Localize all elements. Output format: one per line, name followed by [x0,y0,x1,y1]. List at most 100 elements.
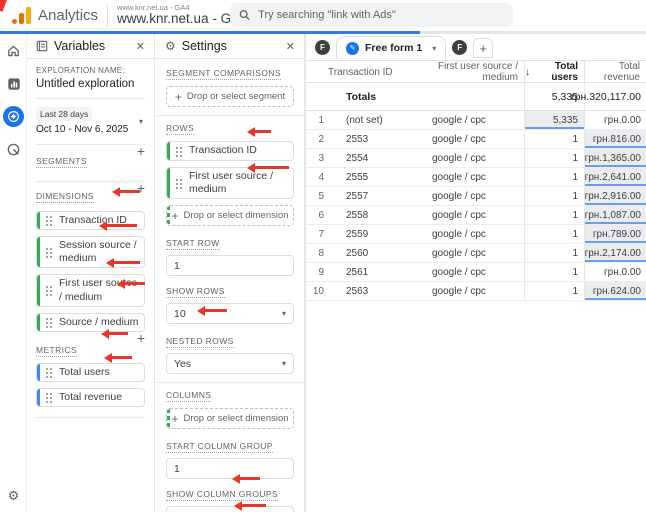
cell-total-users: 1 [524,244,584,262]
field-chip[interactable]: First user source / medium [166,167,294,200]
add-segment-icon[interactable]: + [136,143,145,159]
exploration-name-value[interactable]: Untitled exploration [36,78,135,90]
field-chip[interactable]: Total revenue [36,387,145,407]
date-range-value: Oct 10 - Nov 6, 2025 [36,124,129,135]
show-column-groups-value: 5 [174,511,282,512]
drop-column-dimension-zone[interactable]: + Drop or select dimension [166,408,294,430]
drop-row-dimension-zone[interactable]: + Drop or select dimension [166,205,294,227]
app-name: Analytics [38,7,99,24]
annotation-arrow-variables-dimension-transaction-id [112,186,140,197]
columns-label: COLUMNS [166,390,212,403]
cell-total-users: 1 [524,187,584,205]
settings-panel-title: Settings [181,39,227,53]
chevron-down-icon: ▾ [138,117,143,126]
chevron-down-icon: ▾ [432,43,437,53]
field-chip[interactable]: Source / medium [36,312,145,332]
exploration-canvas: F ✎ Free form 1 ▾ F + Transaction ID Fir… [305,34,646,512]
cell-transaction-id: 2557 [346,190,369,202]
show-rows-label: SHOW ROWS [166,286,225,299]
column-header-source-medium[interactable]: First user source / medium [437,61,518,83]
column-header-transaction-id[interactable]: Transaction ID [328,66,393,78]
chevron-down-icon: ▾ [281,309,286,319]
rows-label: ROWS [166,123,195,135]
nav-reports-icon[interactable] [0,67,27,100]
cell-transaction-id: 2560 [346,247,369,259]
table-row: 1 (not set) google / cpc 5,335 грн.0.00 [306,111,646,130]
add-dimension-icon[interactable]: + [136,180,145,196]
show-rows-select[interactable]: 10 ▾ [166,303,294,325]
drop-segment-zone[interactable]: + Drop or select segment [166,86,294,107]
nav-home-icon[interactable] [0,34,27,67]
variables-panel-icon [36,40,48,52]
property-switcher[interactable]: www.knr.net.ua - GA4 www.knr.net.ua - GA… [117,3,248,27]
start-row-input[interactable]: 1 [166,255,294,277]
cell-total-revenue: грн.2,916.00 [584,187,646,205]
table-row: 6 2558 google / cpc 1 грн.1,087.00 [306,206,646,225]
cell-total-users: 1 [524,263,584,281]
nav-admin-gear-icon[interactable]: ⚙ [7,488,20,503]
row-number: 10 [312,285,324,297]
row-number: 5 [318,190,324,202]
field-chip[interactable]: Total users [36,362,145,382]
annotation-arrow-variables-metric-total-users [101,328,128,339]
totals-users: 5,335 [524,83,584,110]
search-input[interactable] [258,9,504,21]
show-column-groups-select[interactable]: 5 ▾ [166,506,294,512]
annotation-arrow-variables-dimension-source-medium [117,278,145,289]
property-label: www.knr.net.ua - GA4 [117,11,248,27]
tab-free-form-1[interactable]: ✎ Free form 1 ▾ [336,36,447,59]
add-metric-icon[interactable]: + [136,329,145,346]
start-column-group-value: 1 [174,462,180,475]
cell-source-medium: google / cpc [432,133,486,145]
table-row: 8 2560 google / cpc 1 грн.2,174.00 [306,244,646,263]
date-range-selector[interactable]: Last 28 days Oct 10 - Nov 6, 2025 ▾ [36,99,145,144]
table-row: 3 2554 google / cpc 1 грн.1,365.00 [306,149,646,168]
field-chip[interactable]: Transaction ID [166,141,294,161]
drag-handle-icon [46,317,53,328]
cell-total-revenue: грн.816.00 [584,130,646,148]
segment-comparisons-label: SEGMENT COMPARISONS [166,68,281,80]
cell-total-users: 1 [524,282,584,300]
start-column-group-input[interactable]: 1 [166,458,294,480]
date-preset-chip: Last 28 days [36,107,93,121]
plus-icon: + [174,89,182,104]
nested-rows-select[interactable]: Yes ▾ [166,353,294,375]
column-header-total-revenue[interactable]: Total revenue [584,61,646,83]
nested-rows-label: NESTED ROWS [166,336,234,349]
analytics-logo-icon [12,7,31,24]
drag-handle-icon [46,285,53,296]
table-body: 1 (not set) google / cpc 5,335 грн.0.00 … [306,111,646,301]
variables-panel: Variables ✕ EXPLORATION NAME: Untitled e… [27,34,155,512]
add-tab-button[interactable]: + [473,38,494,58]
table-row: 5 2557 google / cpc 1 грн.2,916.00 [306,187,646,206]
field-chip[interactable]: Transaction ID [36,211,145,231]
cell-total-users: 1 [524,130,584,148]
tab-label: Free form 1 [365,42,423,54]
row-number: 6 [318,209,324,221]
variables-close-icon[interactable]: ✕ [135,40,145,53]
table-row: 7 2559 google / cpc 1 грн.789.00 [306,225,646,244]
cell-total-users: 5,335 [524,111,584,129]
settings-close-icon[interactable]: ✕ [285,40,295,53]
start-row-value: 1 [174,259,180,272]
column-header-total-users[interactable]: ↓ Total users [524,61,584,83]
cell-transaction-id: (not set) [346,114,383,126]
exploration-name-label: EXPLORATION NAME: [36,66,125,75]
settings-panel: ⚙ Settings ✕ SEGMENT COMPARISONS + Drop … [156,34,305,512]
drop-dimension-text: Drop or select dimension [183,413,289,425]
drag-handle-icon [46,215,53,226]
dimensions-label: DIMENSIONS [36,191,94,203]
drag-handle-icon [176,146,183,157]
cell-transaction-id: 2563 [346,285,369,297]
cell-total-revenue: грн.789.00 [584,225,646,243]
settings-rows-list: Transaction ID First user source / mediu… [166,141,294,200]
nav-advertising-icon[interactable] [0,133,27,166]
app-header: Analytics www.knr.net.ua - GA4 www.knr.n… [0,0,646,31]
cell-total-users: 1 [524,225,584,243]
row-number: 1 [318,114,324,126]
field-chip-label: Source / medium [59,315,139,328]
show-column-groups-label: SHOW COLUMN GROUPS [166,489,279,502]
global-search[interactable] [230,3,513,27]
field-chip[interactable]: First user source / medium [36,274,145,307]
nav-explore-icon-active[interactable] [0,100,27,133]
